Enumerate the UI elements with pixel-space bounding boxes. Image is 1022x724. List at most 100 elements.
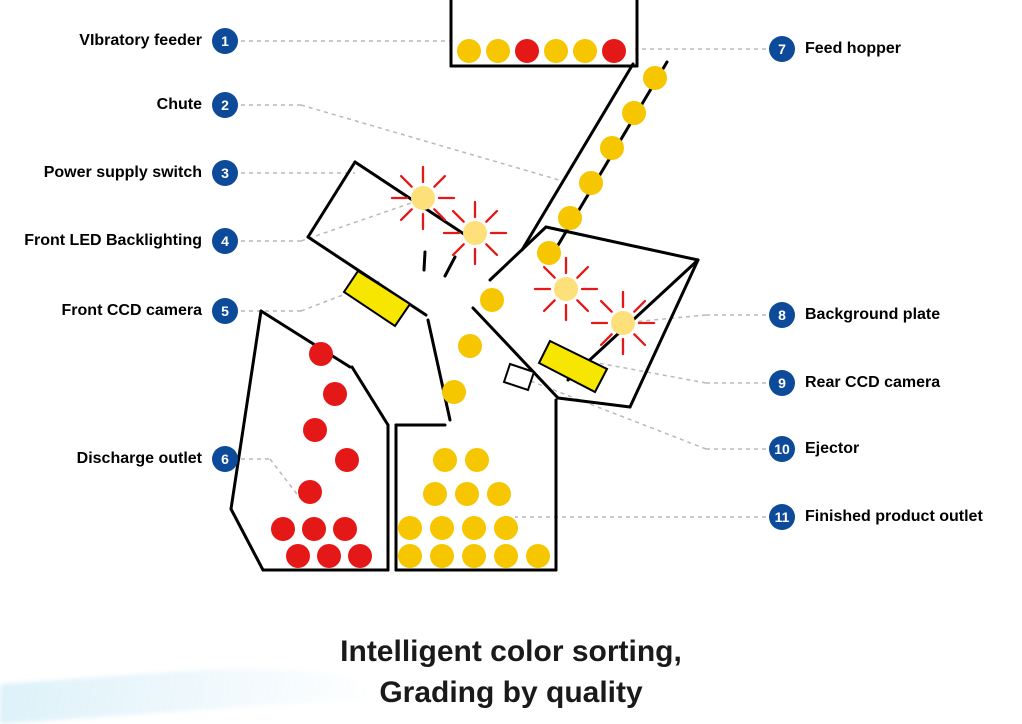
label-4: Front LED Backlighting 4 xyxy=(24,228,238,254)
label-text-9: Rear CCD camera xyxy=(805,374,940,392)
structure-line xyxy=(231,311,261,509)
badge-11: 11 xyxy=(769,504,795,530)
particle-good xyxy=(579,171,603,195)
light-ray xyxy=(434,176,445,187)
particle-bad xyxy=(303,418,327,442)
particle-bad xyxy=(335,448,359,472)
structure-line xyxy=(424,252,425,270)
particle-good xyxy=(487,482,511,506)
label-text-6: Discharge outlet xyxy=(77,450,202,468)
particle-good xyxy=(558,206,582,230)
particle-good xyxy=(544,39,568,63)
light-ray xyxy=(544,267,555,278)
particle-good xyxy=(423,482,447,506)
leader-line xyxy=(270,459,300,498)
particle-good xyxy=(537,241,561,265)
particle-bad xyxy=(271,517,295,541)
light-ray xyxy=(486,244,497,255)
leader-line xyxy=(301,105,559,180)
particle-bad xyxy=(309,342,333,366)
light-ray xyxy=(634,334,645,345)
particle-bad xyxy=(323,382,347,406)
particle-good xyxy=(462,516,486,540)
particle-good xyxy=(526,544,550,568)
label-text-1: VIbratory feeder xyxy=(79,32,202,50)
label-text-11: Finished product outlet xyxy=(805,508,983,526)
label-text-10: Ejector xyxy=(805,440,859,458)
light-ray xyxy=(577,267,588,278)
badge-5: 5 xyxy=(212,298,238,324)
label-5: Front CCD camera 5 xyxy=(62,298,238,324)
particle-good xyxy=(433,448,457,472)
label-7: 7 Feed hopper xyxy=(769,36,901,62)
structure-line xyxy=(261,311,350,367)
particle-bad xyxy=(298,480,322,504)
led-light xyxy=(554,277,578,301)
title-line-1: Intelligent color sorting, xyxy=(0,635,1022,669)
particle-good xyxy=(457,39,481,63)
structure-line xyxy=(231,509,263,570)
label-text-4: Front LED Backlighting xyxy=(24,232,202,250)
label-text-8: Background plate xyxy=(805,306,940,324)
label-text-3: Power supply switch xyxy=(44,164,202,182)
particle-good xyxy=(455,482,479,506)
structure-line xyxy=(352,367,388,425)
badge-3: 3 xyxy=(212,160,238,186)
label-8: 8 Background plate xyxy=(769,302,940,328)
light-ray xyxy=(453,211,464,222)
label-text-5: Front CCD camera xyxy=(62,302,202,320)
light-ray xyxy=(577,300,588,311)
light-ray xyxy=(401,176,412,187)
particle-bad xyxy=(515,39,539,63)
structure-line xyxy=(546,227,698,260)
camera-slab xyxy=(344,271,410,326)
particle-good xyxy=(622,101,646,125)
badge-7: 7 xyxy=(769,36,795,62)
particle-good xyxy=(480,288,504,312)
badge-2: 2 xyxy=(212,92,238,118)
particle-good xyxy=(494,544,518,568)
led-light xyxy=(463,221,487,245)
particle-good xyxy=(430,544,454,568)
particle-good xyxy=(398,544,422,568)
label-11: 11 Finished product outlet xyxy=(769,504,983,530)
light-ray xyxy=(601,301,612,312)
label-6: Discharge outlet 6 xyxy=(77,446,238,472)
structure-line xyxy=(630,260,698,407)
badge-1: 1 xyxy=(212,28,238,54)
particle-good xyxy=(494,516,518,540)
light-ray xyxy=(544,300,555,311)
particle-good xyxy=(573,39,597,63)
label-3: Power supply switch 3 xyxy=(44,160,238,186)
badge-4: 4 xyxy=(212,228,238,254)
particle-good xyxy=(643,66,667,90)
led-light xyxy=(411,186,435,210)
particle-bad xyxy=(317,544,341,568)
particle-bad xyxy=(286,544,310,568)
particle-bad xyxy=(302,517,326,541)
camera-slab xyxy=(539,341,607,392)
label-text-7: Feed hopper xyxy=(805,40,901,58)
label-2: Chute 2 xyxy=(157,92,238,118)
badge-6: 6 xyxy=(212,446,238,472)
structure-line xyxy=(445,257,455,276)
light-ray xyxy=(401,209,412,220)
label-9: 9Rear CCD camera xyxy=(769,370,940,396)
particle-bad xyxy=(348,544,372,568)
label-1: VIbratory feeder 1 xyxy=(79,28,238,54)
light-ray xyxy=(486,211,497,222)
particle-good xyxy=(442,380,466,404)
label-text-2: Chute xyxy=(157,96,202,114)
particle-good xyxy=(462,544,486,568)
light-ray xyxy=(453,244,464,255)
structure-line xyxy=(428,320,450,420)
label-10: 10 Ejector xyxy=(769,436,859,462)
particle-bad xyxy=(333,517,357,541)
badge-8: 8 xyxy=(769,302,795,328)
title-line-2: Grading by quality xyxy=(0,676,1022,710)
particle-good xyxy=(465,448,489,472)
color-sorter-diagram xyxy=(0,0,1022,724)
particle-good xyxy=(486,39,510,63)
particle-good xyxy=(398,516,422,540)
badge-10: 10 xyxy=(769,436,795,462)
